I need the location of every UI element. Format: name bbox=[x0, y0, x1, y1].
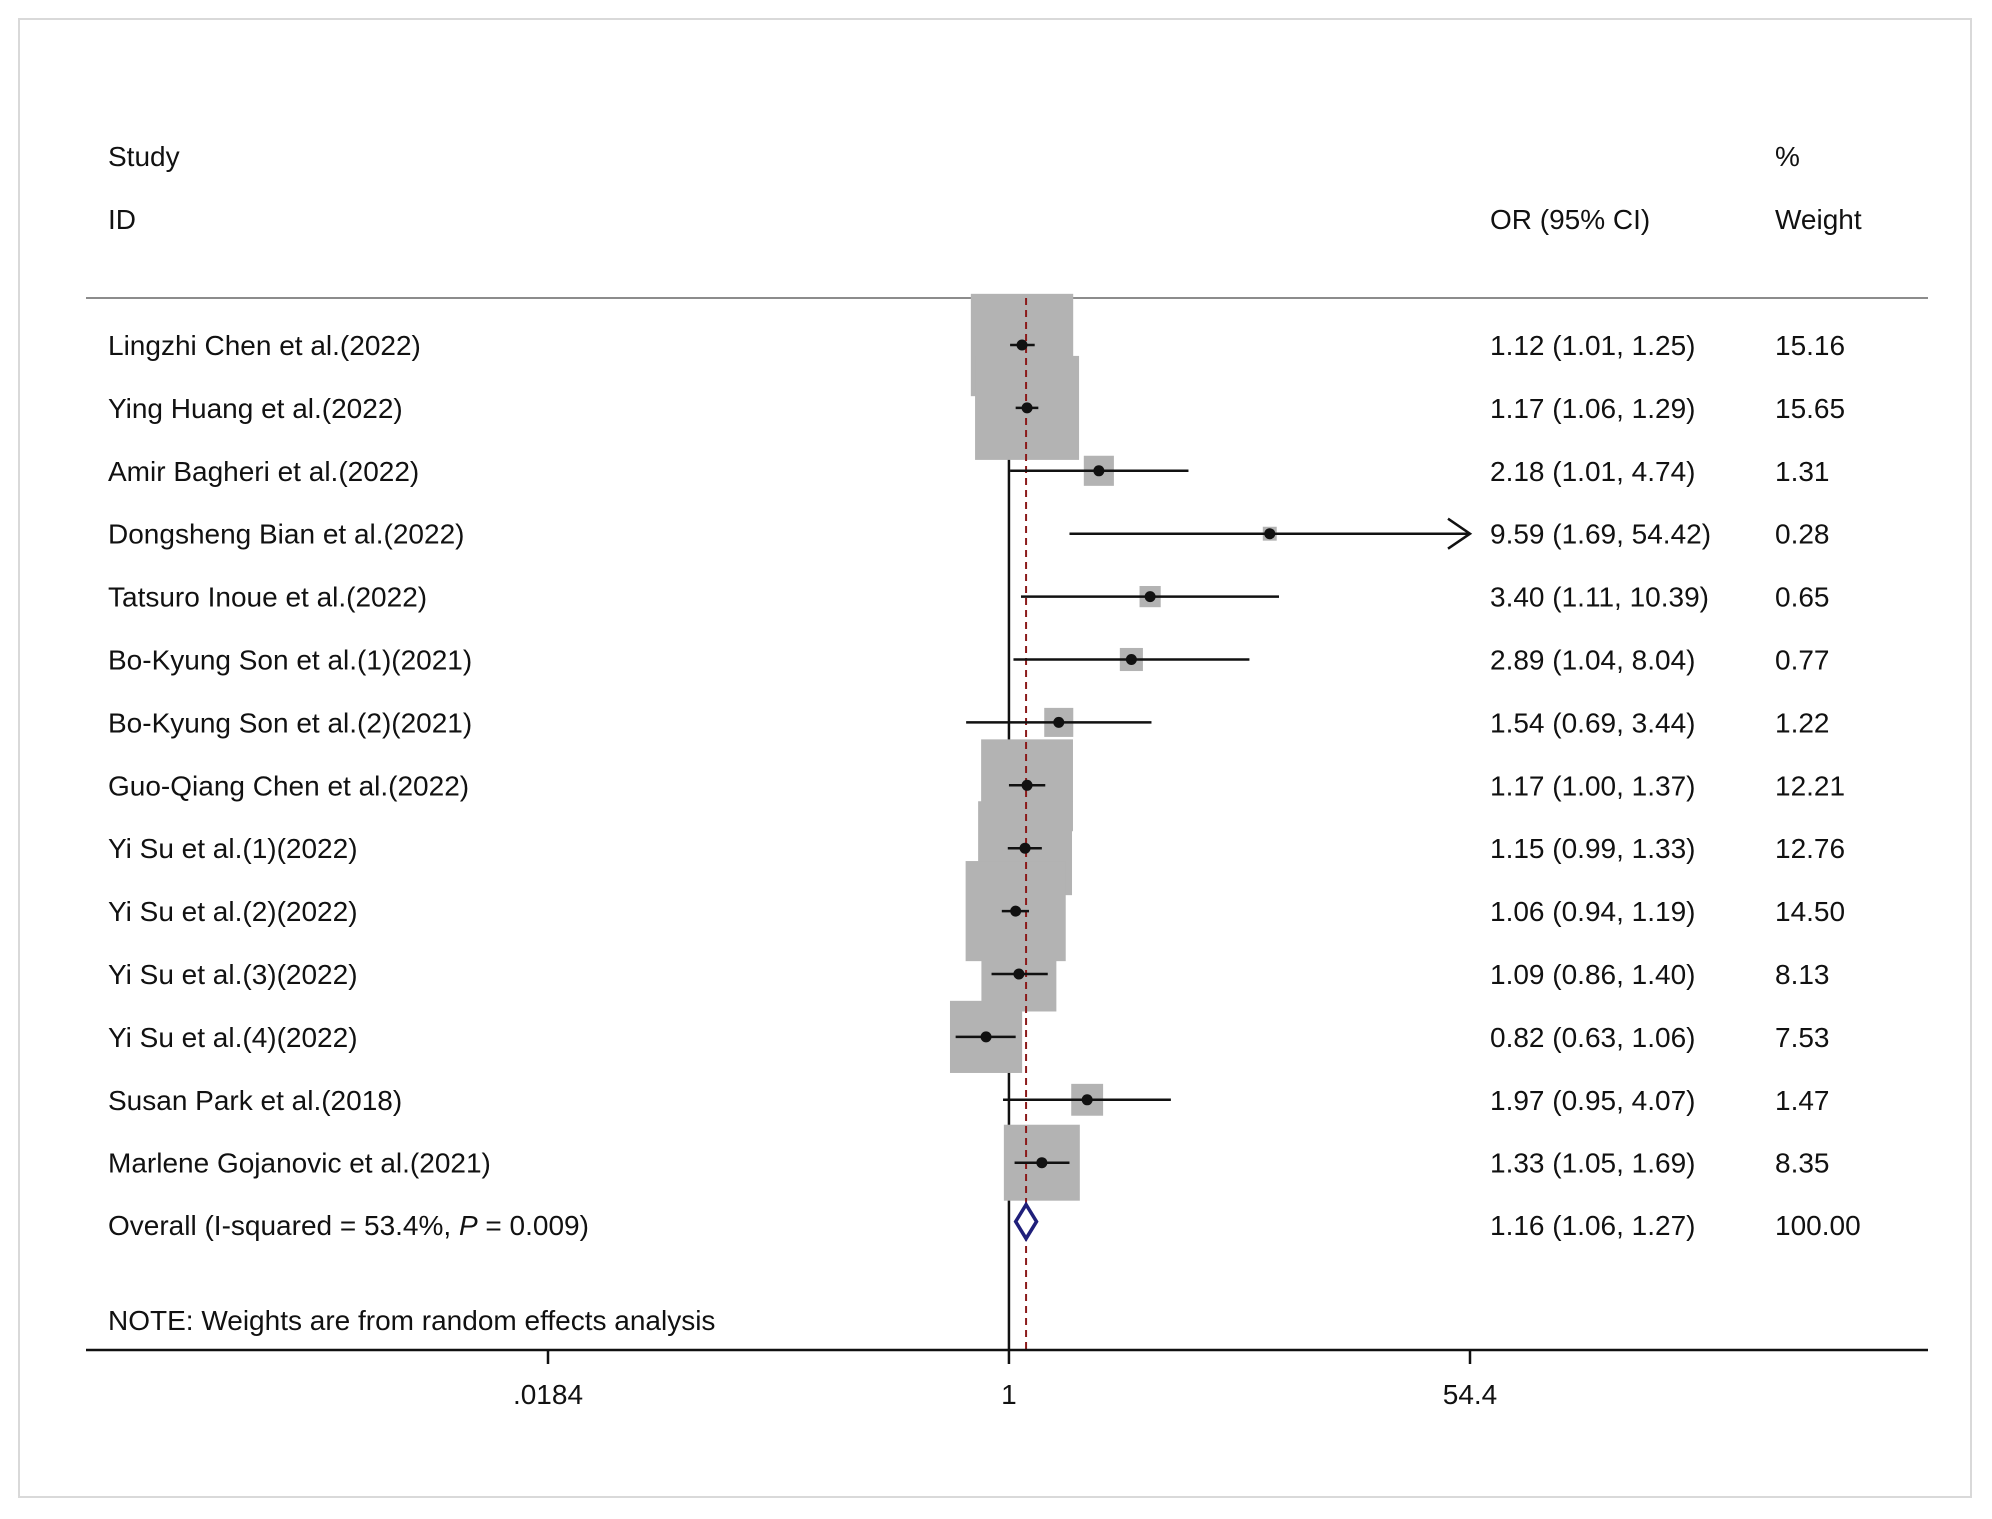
study-label: Yi Su et al.(2)(2022) bbox=[108, 896, 358, 927]
study-point bbox=[1081, 1094, 1093, 1106]
study-weight-text: 12.21 bbox=[1775, 770, 1845, 801]
study-point bbox=[1036, 1157, 1048, 1169]
study-label: Susan Park et al.(2018) bbox=[108, 1085, 402, 1116]
note-text: NOTE: Weights are from random effects an… bbox=[108, 1305, 715, 1336]
study-label: Yi Su et al.(3)(2022) bbox=[108, 959, 358, 990]
study-label: Yi Su et al.(4)(2022) bbox=[108, 1022, 358, 1053]
study-ci-text: 1.97 (0.95, 4.07) bbox=[1490, 1085, 1695, 1116]
overall-label: Overall (I-squared = 53.4%, P = 0.009) bbox=[108, 1210, 589, 1241]
study-weight-text: 0.28 bbox=[1775, 519, 1830, 550]
study-ci-text: 1.17 (1.06, 1.29) bbox=[1490, 393, 1695, 424]
study-label: Bo-Kyung Son et al.(2)(2021) bbox=[108, 707, 472, 738]
overall-ci-text: 1.16 (1.06, 1.27) bbox=[1490, 1210, 1695, 1241]
study-ci-text: 9.59 (1.69, 54.42) bbox=[1490, 519, 1711, 550]
study-point bbox=[1053, 716, 1065, 728]
x-axis: .0184 1 54.4 bbox=[86, 1348, 1928, 1410]
study-label: Guo-Qiang Chen et al.(2022) bbox=[108, 770, 469, 801]
header-effect: OR (95% CI) bbox=[1490, 204, 1650, 235]
study-point bbox=[1093, 465, 1105, 477]
study-ci-text: 0.82 (0.63, 1.06) bbox=[1490, 1022, 1695, 1053]
study-label: Lingzhi Chen et al.(2022) bbox=[108, 330, 421, 361]
study-weight-text: 14.50 bbox=[1775, 896, 1845, 927]
header-weight: Weight bbox=[1775, 204, 1862, 235]
study-weight-text: 0.77 bbox=[1775, 645, 1830, 676]
study-ci-text: 1.09 (0.86, 1.40) bbox=[1490, 959, 1695, 990]
study-ci-text: 1.15 (0.99, 1.33) bbox=[1490, 833, 1695, 864]
study-ci-text: 1.06 (0.94, 1.19) bbox=[1490, 896, 1695, 927]
study-ci-text: 2.18 (1.01, 4.74) bbox=[1490, 456, 1695, 487]
header-weight-percent: % bbox=[1775, 141, 1800, 172]
study-weight-text: 8.13 bbox=[1775, 959, 1830, 990]
header-id: ID bbox=[108, 204, 136, 235]
study-point bbox=[1125, 654, 1137, 665]
header: Study ID OR (95% CI) % Weight bbox=[108, 141, 1862, 235]
study-point bbox=[1019, 842, 1031, 854]
study-ci-text: 1.33 (1.05, 1.69) bbox=[1490, 1148, 1695, 1179]
study-weight-text: 1.31 bbox=[1775, 456, 1830, 487]
study-ci-text: 2.89 (1.04, 8.04) bbox=[1490, 645, 1695, 676]
study-label: Dongsheng Bian et al.(2022) bbox=[108, 519, 464, 550]
study-weight-text: 1.22 bbox=[1775, 707, 1830, 738]
study-label: Bo-Kyung Son et al.(1)(2021) bbox=[108, 645, 472, 676]
study-weight-text: 0.65 bbox=[1775, 582, 1830, 613]
x-tick-label: 54.4 bbox=[1443, 1379, 1498, 1410]
header-study: Study bbox=[108, 141, 180, 172]
overall-diamond bbox=[1013, 1201, 1039, 1242]
study-weight-text: 12.76 bbox=[1775, 833, 1845, 864]
study-weight-text: 1.47 bbox=[1775, 1085, 1830, 1116]
overall-weight-text: 100.00 bbox=[1775, 1210, 1861, 1241]
study-ci-text: 1.12 (1.01, 1.25) bbox=[1490, 330, 1695, 361]
x-tick-label: 1 bbox=[1001, 1379, 1017, 1410]
study-label: Tatsuro Inoue et al.(2022) bbox=[108, 582, 427, 613]
study-label: Ying Huang et al.(2022) bbox=[108, 393, 403, 424]
x-tick-label: .0184 bbox=[513, 1379, 583, 1410]
study-point bbox=[1010, 905, 1022, 917]
study-label: Amir Bagheri et al.(2022) bbox=[108, 456, 419, 487]
study-point bbox=[1016, 339, 1028, 351]
study-ci-text: 3.40 (1.11, 10.39) bbox=[1490, 582, 1709, 613]
study-label: Yi Su et al.(1)(2022) bbox=[108, 833, 358, 864]
study-point bbox=[1144, 591, 1156, 603]
study-weight-text: 7.53 bbox=[1775, 1022, 1830, 1053]
plot-marks bbox=[949, 293, 1473, 1350]
study-point bbox=[1021, 779, 1033, 791]
study-weight-text: 15.65 bbox=[1775, 393, 1845, 424]
study-ci-text: 1.17 (1.00, 1.37) bbox=[1490, 770, 1695, 801]
study-point bbox=[980, 1031, 992, 1043]
ci-arrow-icon bbox=[1447, 517, 1473, 550]
study-ci-text: 1.54 (0.69, 3.44) bbox=[1490, 707, 1695, 738]
study-point bbox=[1264, 528, 1276, 540]
study-label: Marlene Gojanovic et al.(2021) bbox=[108, 1148, 491, 1179]
study-rows: Lingzhi Chen et al.(2022) 1.12 (1.01, 1.2… bbox=[108, 330, 1845, 1179]
study-weight-text: 8.35 bbox=[1775, 1148, 1830, 1179]
study-weight-text: 15.16 bbox=[1775, 330, 1845, 361]
study-point bbox=[1021, 402, 1033, 414]
study-point bbox=[1013, 968, 1025, 980]
